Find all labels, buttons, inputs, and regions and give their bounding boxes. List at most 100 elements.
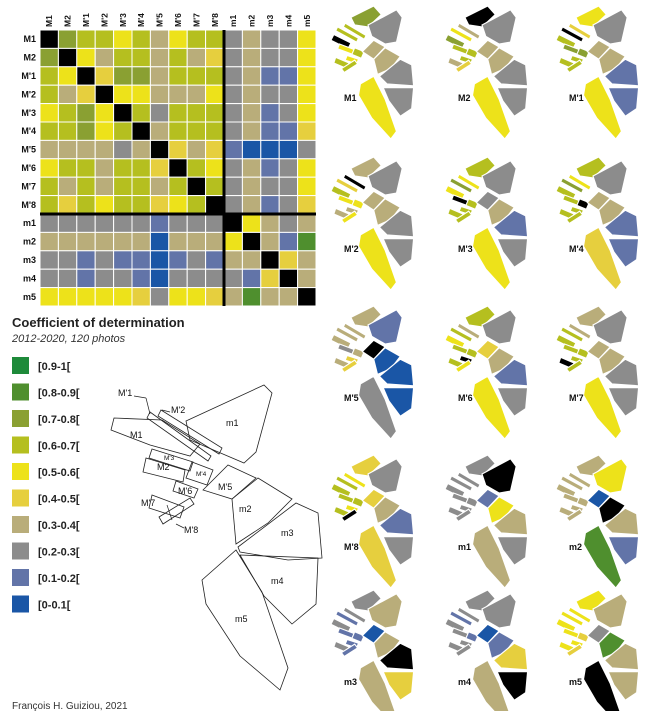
map-zone-m'7 bbox=[148, 494, 185, 519]
small-multiple-m1-zone-mp8 bbox=[454, 508, 473, 523]
heatmap-cell-mp8-m1 bbox=[223, 195, 243, 215]
small-multiple-mp3-zone-mp5 bbox=[475, 190, 501, 211]
heatmap-cell-m1-m4 bbox=[278, 29, 299, 49]
heatmap-cell-mp5-mp1 bbox=[76, 139, 96, 160]
heatmap-cell-mp1-m3 bbox=[260, 66, 280, 86]
heatmap-cell-mp3-mp3 bbox=[113, 103, 133, 123]
small-multiple-m2-zone-mp1 bbox=[448, 26, 474, 43]
heatmap-cell-m4-m2 bbox=[57, 268, 78, 289]
heatmap-cell-mp6-mp3 bbox=[113, 158, 133, 178]
small-multiple-mp5-zone-mp5 bbox=[361, 339, 387, 360]
heatmap-cell-m1-m2 bbox=[57, 29, 78, 49]
heatmap-cell-mp6-m1 bbox=[39, 158, 59, 178]
heatmap-cell-m4-m4 bbox=[278, 268, 299, 289]
heatmap-cell-m3-m1 bbox=[223, 250, 243, 270]
heatmap-cell-m2-mp4 bbox=[131, 231, 151, 252]
small-multiple-m1-zone-m4 bbox=[496, 536, 529, 566]
heatmap-cell-mp2-mp4 bbox=[131, 84, 151, 105]
small-multiple-mp6-zone-m2 bbox=[464, 305, 497, 328]
small-multiple-m2-zone-m1 bbox=[592, 458, 628, 494]
heatmap-col-label-m4: m4 bbox=[283, 14, 293, 27]
small-multiple-mp4 bbox=[555, 156, 640, 291]
small-multiple-m3-zone-m1 bbox=[367, 593, 403, 629]
heatmap-cell-m4-mp8 bbox=[205, 268, 225, 289]
small-multiple-mp8-zone-mp8 bbox=[340, 508, 359, 523]
heatmap-cell-mp7-m2 bbox=[57, 176, 78, 197]
heatmap-cell-mp8-mp8 bbox=[205, 195, 225, 215]
small-multiple-mp1-zone-mp4 bbox=[576, 47, 590, 59]
heatmap-cell-m4-m2 bbox=[241, 268, 262, 289]
heatmap-cell-mp7-mp3 bbox=[113, 176, 133, 197]
small-multiple-m1-zone-m1 bbox=[481, 458, 517, 494]
small-multiple-m2-zone-m5 bbox=[582, 524, 623, 589]
heatmap-cell-mp1-mp5 bbox=[149, 66, 170, 86]
small-multiple-m5-zone-m1 bbox=[592, 593, 628, 629]
small-multiple-m3-zone-mp8 bbox=[340, 643, 359, 658]
small-multiple-mp2-zone-mp2 bbox=[342, 173, 367, 192]
heatmap-col-label-mp4: M'4 bbox=[136, 13, 146, 27]
small-multiple-m1-zone-m5 bbox=[471, 524, 512, 589]
heatmap-cell-mp6-mp4 bbox=[131, 158, 151, 178]
heatmap-cell-mp1-mp1 bbox=[76, 66, 96, 86]
heatmap-cell-mp5-mp2 bbox=[94, 139, 115, 160]
heatmap-cell-mp2-mp5 bbox=[149, 84, 170, 105]
small-multiple-m2-zone-mp2 bbox=[456, 22, 481, 41]
small-multiple-mp1-zone-mp5 bbox=[586, 39, 612, 60]
heatmap-cell-m1-mp6 bbox=[168, 29, 188, 49]
small-multiple-mp8-zone-m3 bbox=[378, 507, 415, 536]
heatmap-cell-mp5-m3 bbox=[260, 139, 280, 160]
heatmap-cell-mp6-m1 bbox=[223, 158, 243, 178]
small-multiple-m3-zone-mp5 bbox=[361, 623, 387, 644]
heatmap-cell-m5-mp5 bbox=[149, 287, 170, 307]
heatmap-cell-mp6-m2 bbox=[57, 158, 78, 178]
small-multiple-m2-zone-m3 bbox=[492, 58, 529, 87]
heatmap-column-labels: M1 M2 M'1 M'2 M'3 M'4 M'5 M'6 M'7 M'8 m1 m2 m3 m4 m5 bbox=[44, 13, 312, 27]
small-multiple-mp3-zone-m1 bbox=[481, 160, 517, 196]
heatmap-row-label-m4: m4 bbox=[23, 273, 36, 283]
heatmap-cell-mp2-mp1 bbox=[76, 84, 96, 105]
small-multiple-mp3-zone-mp1 bbox=[448, 177, 474, 194]
heatmap-cell-m2-m3 bbox=[260, 47, 280, 68]
heatmap-cell-mp6-mp7 bbox=[186, 158, 207, 178]
heatmap-cell-m2-m5 bbox=[297, 47, 317, 68]
heatmap-cell-m1-mp5 bbox=[149, 29, 170, 49]
small-multiple-mp5-zone-mp1 bbox=[334, 326, 360, 343]
heatmap-cell-m2-mp5 bbox=[149, 231, 170, 252]
small-multiple-m2-zone-m5 bbox=[471, 75, 512, 140]
small-multiple-label-mp7: M'7 bbox=[569, 393, 584, 403]
heatmap-cell-m4-mp1 bbox=[76, 268, 96, 289]
small-multiple-mp7-zone-m3 bbox=[603, 358, 640, 387]
small-multiple-mp3-zone-mp8 bbox=[454, 210, 473, 225]
map-label-m'3: M'3 bbox=[164, 455, 175, 462]
small-multiple-mp2-zone-m1 bbox=[367, 160, 403, 196]
small-multiple-m3-zone-m4 bbox=[382, 671, 415, 701]
small-multiple-m5-zone-mp5 bbox=[586, 623, 612, 644]
legend-swatch-2 bbox=[12, 410, 29, 427]
small-multiple-mp7-zone-mp5 bbox=[586, 339, 612, 360]
legend-label-4: [0.5-0.6[ bbox=[38, 467, 80, 479]
heatmap-cell-m1-mp8 bbox=[205, 29, 225, 49]
heatmap-cell-mp6-mp5 bbox=[149, 158, 170, 178]
small-multiple-label-mp1: M'1 bbox=[569, 93, 584, 103]
legend-label-1: [0.8-0.9[ bbox=[38, 388, 80, 400]
heatmap-cell-m5-m1 bbox=[39, 287, 59, 307]
small-multiple-m5-zone-m2 bbox=[575, 589, 608, 612]
small-multiple-mp8-zone-mp1 bbox=[334, 475, 360, 492]
small-multiple-label-m1: M1 bbox=[344, 93, 357, 103]
small-multiple-mp4-zone-mp5 bbox=[586, 190, 612, 211]
legend-swatch-1 bbox=[12, 383, 29, 401]
heatmap-cell-m1-m2 bbox=[57, 213, 78, 233]
heatmap-cell-mp8-mp4 bbox=[131, 195, 151, 215]
heatmap-cell-mp3-mp8 bbox=[205, 103, 225, 123]
heatmap-cell-mp7-m1 bbox=[223, 176, 243, 197]
heatmap-cell-mp4-mp2 bbox=[94, 121, 115, 141]
small-multiple-mp4-zone-m3 bbox=[603, 209, 640, 238]
heatmap-cell-mp5-m1 bbox=[39, 139, 59, 160]
small-multiple-mp3-zone-m4 bbox=[496, 238, 529, 268]
heatmap-cell-mp7-mp8 bbox=[205, 176, 225, 197]
heatmap-cell-mp3-m1 bbox=[223, 103, 243, 123]
small-multiple-mp8-zone-mp2 bbox=[342, 471, 367, 490]
legend-label-0: [0.9-1[ bbox=[38, 361, 71, 373]
heatmap-cell-mp3-m4 bbox=[278, 103, 299, 123]
small-multiple-m5-zone-mp2 bbox=[567, 606, 592, 625]
